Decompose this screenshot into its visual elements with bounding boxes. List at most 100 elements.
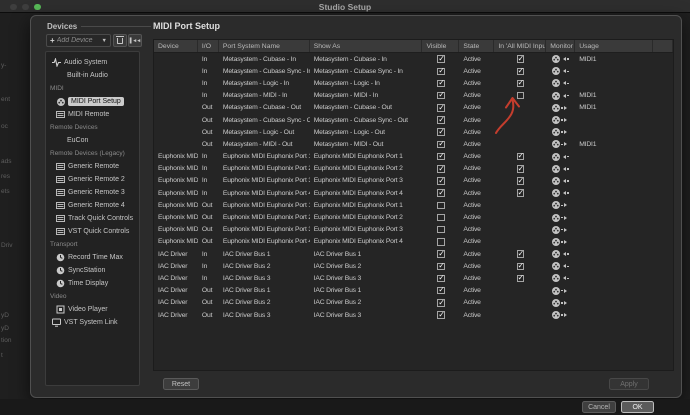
cell-state[interactable]: Active [463,238,481,246]
cell-state[interactable]: Active [463,214,481,222]
cell-show-as[interactable]: Metasystem - MIDI - Out [313,140,384,148]
sidebar-item-syncstation[interactable]: SyncStation [46,264,139,277]
cell-show-as[interactable]: IAC Driver Bus 2 [313,262,362,270]
cell-show-as[interactable]: Euphonix MIDI Euphonix Port 1 [313,201,403,209]
table-row[interactable]: Out Metasystem - Cubase Sync - Out Metasys… [154,114,673,126]
midi-monitor-out-icon[interactable] [552,116,569,125]
cell-show-as[interactable]: Euphonix MIDI Euphonix Port 2 [313,214,403,222]
midi-monitor-in-icon[interactable] [552,91,570,100]
cell-show-as[interactable]: Metasystem - Cubase - Out [313,104,392,112]
checkbox-checked[interactable] [516,55,525,63]
zoom-window-icon[interactable] [34,3,41,10]
cell-show-as[interactable]: IAC Driver Bus 1 [313,250,362,258]
table-row[interactable]: IAC Driver Out IAC Driver Bus 1 IAC Driver … [154,285,673,297]
checkbox-unchecked[interactable] [437,213,445,222]
reset-button[interactable]: Reset [163,378,199,390]
midi-monitor-in-icon[interactable] [552,67,570,76]
sidebar-item-generic-remote[interactable]: Generic Remote [46,160,139,173]
sidebar-item-midi-port-setup[interactable]: MIDI Port Setup [46,95,139,108]
cell-show-as[interactable]: Euphonix MIDI Euphonix Port 3 [313,177,403,185]
cell-show-as[interactable]: Euphonix MIDI Euphonix Port 1 [313,153,403,161]
sidebar-item-midi-remote[interactable]: MIDI Remote [46,108,139,121]
checkbox-checked[interactable] [437,104,445,112]
cell-state[interactable]: Active [463,165,481,173]
checkbox-checked[interactable] [437,189,445,197]
cell-state[interactable]: Active [463,140,481,148]
sidebar-item-vst-quick-controls[interactable]: VST Quick Controls [46,225,139,238]
cell-show-as[interactable]: Metasystem - MIDI - In [313,92,379,100]
cell-state[interactable]: Active [463,201,481,209]
checkbox-checked[interactable] [437,128,445,136]
midi-monitor-out-icon[interactable] [552,103,569,112]
column-header-state[interactable]: State [459,40,495,52]
sidebar-item-track-quick-controls[interactable]: Track Quick Controls [46,212,139,225]
sidebar-item-vst-system-link[interactable]: VST System Link [46,316,139,329]
table-row[interactable]: IAC Driver Out IAC Driver Bus 3 IAC Driver … [154,309,673,321]
sidebar-item-generic-remote-3[interactable]: Generic Remote 3 [46,186,139,199]
checkbox-checked[interactable] [516,177,525,185]
checkbox-unchecked[interactable] [437,201,445,210]
cancel-button[interactable]: Cancel [582,401,616,413]
checkbox-checked[interactable] [437,67,445,76]
checkbox-unchecked[interactable] [437,238,445,246]
remove-device-button[interactable] [113,34,127,47]
checkbox-checked[interactable] [437,299,445,307]
table-row[interactable]: Euphonix MIDI In Euphonix MIDI Euphonix Po… [154,151,673,163]
cell-state[interactable]: Active [463,153,481,161]
cell-state[interactable]: Active [463,79,481,87]
cell-state[interactable]: Active [463,287,481,295]
add-device-dropdown[interactable]: + Add Device ▼ [46,34,111,47]
table-row[interactable]: Euphonix MIDI Out Euphonix MIDI Euphonix P… [154,199,673,211]
column-header-device[interactable]: Device [154,40,198,52]
checkbox-checked[interactable] [516,274,525,283]
minimize-window-icon[interactable] [22,3,29,10]
cell-state[interactable]: Active [463,67,481,75]
cell-show-as[interactable]: IAC Driver Bus 3 [313,274,362,282]
midi-monitor-out-icon[interactable] [552,201,569,210]
cell-state[interactable]: Active [463,250,481,258]
cell-show-as[interactable]: IAC Driver Bus 3 [313,311,362,319]
midi-monitor-in-icon[interactable] [552,189,570,198]
checkbox-checked[interactable] [437,55,445,63]
collapse-all-button[interactable]: ▌◄◄ [128,34,142,47]
checkbox-checked[interactable] [437,262,445,271]
checkbox-checked[interactable] [516,250,525,258]
checkbox-unchecked[interactable] [437,225,445,234]
column-header-i-o[interactable]: I/O [198,40,219,52]
cell-show-as[interactable]: IAC Driver Bus 2 [313,299,362,307]
midi-monitor-in-icon[interactable] [552,176,570,185]
midi-monitor-out-icon[interactable] [552,286,569,295]
midi-monitor-out-icon[interactable] [552,225,569,234]
column-header-show-as[interactable]: Show As [310,40,423,52]
checkbox-checked[interactable] [516,152,525,161]
ok-button[interactable]: OK [621,401,654,413]
midi-monitor-out-icon[interactable] [552,298,569,307]
checkbox-checked[interactable] [437,311,445,319]
table-row[interactable]: Out Metasystem - MIDI - Out Metasystem - M… [154,138,673,150]
checkbox-checked[interactable] [437,91,445,100]
midi-monitor-in-icon[interactable] [552,250,570,259]
midi-monitor-out-icon[interactable] [552,311,569,320]
cell-show-as[interactable]: Euphonix MIDI Euphonix Port 4 [313,238,403,246]
column-header-port-system-name[interactable]: Port System Name [219,40,310,52]
table-row[interactable]: In Metasystem - MIDI - In Metasystem - MID… [154,90,673,102]
midi-monitor-out-icon[interactable] [552,140,569,149]
cell-state[interactable]: Active [463,226,481,234]
cell-state[interactable]: Active [463,128,481,136]
checkbox-checked[interactable] [437,250,445,258]
table-row[interactable]: IAC Driver In IAC Driver Bus 1 IAC Driver B… [154,248,673,260]
cell-show-as[interactable]: Metasystem - Logic - Out [313,128,385,136]
checkbox-checked[interactable] [516,189,525,197]
midi-monitor-out-icon[interactable] [552,237,569,246]
checkbox-checked[interactable] [437,116,445,124]
checkbox-checked[interactable] [437,165,445,173]
column-header-usage[interactable]: Usage [575,40,654,52]
checkbox-checked[interactable] [516,67,525,76]
midi-monitor-in-icon[interactable] [552,274,570,283]
cell-show-as[interactable]: Metasystem - Cubase Sync - In [313,67,403,75]
midi-monitor-out-icon[interactable] [552,128,569,137]
table-row[interactable]: Out Metasystem - Cubase - Out Metasystem -… [154,102,673,114]
table-row[interactable]: IAC Driver In IAC Driver Bus 3 IAC Driver B… [154,272,673,284]
table-row[interactable]: Euphonix MIDI In Euphonix MIDI Euphonix Po… [154,163,673,175]
cell-show-as[interactable]: Euphonix MIDI Euphonix Port 2 [313,165,403,173]
